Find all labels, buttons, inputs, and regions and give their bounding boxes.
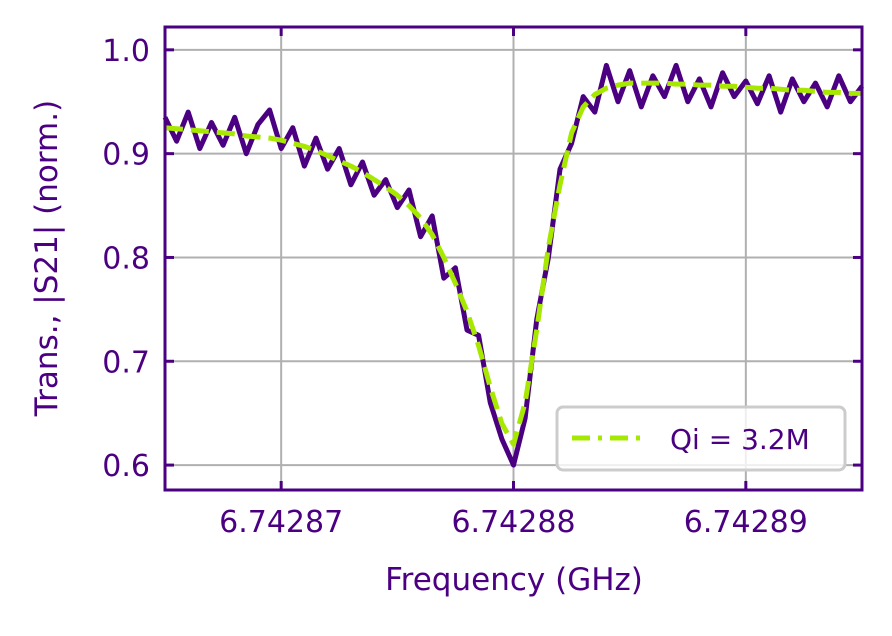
legend-label: Qi = 3.2M — [670, 423, 810, 456]
legend-box — [555, 405, 847, 472]
legend: Qi = 3.2M — [555, 405, 847, 472]
x-axis-label: Frequency (GHz) — [385, 562, 643, 598]
grid — [165, 27, 862, 490]
ticks: 6.74287 6.74288 6.74289 0.6 0.7 0.8 0.9 1.0 — [102, 27, 862, 540]
y-axis-label: Trans., |S21| (norm.) — [29, 100, 65, 417]
y-tick-label: 0.6 — [102, 449, 150, 484]
series-lines — [162, 62, 865, 468]
x-tick-label: 6.74289 — [684, 505, 808, 540]
y-tick-label: 0.9 — [102, 138, 150, 173]
y-tick-label: 1.0 — [102, 34, 150, 69]
data-line — [162, 62, 865, 468]
x-tick-label: 6.74288 — [451, 505, 575, 540]
fit-line — [164, 80, 862, 447]
y-tick-label: 0.7 — [102, 345, 150, 380]
y-tick-label: 0.8 — [102, 241, 150, 276]
x-tick-label: 6.74287 — [219, 505, 343, 540]
